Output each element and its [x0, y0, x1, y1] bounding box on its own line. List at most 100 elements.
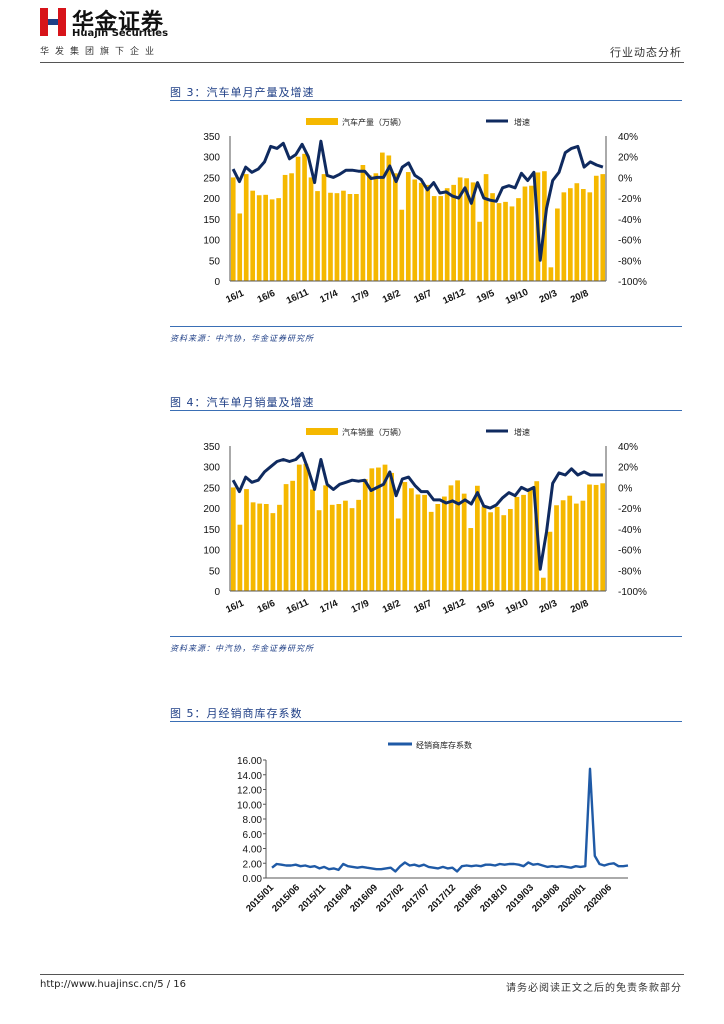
fig3-bar	[457, 177, 463, 281]
fig5-y-tick-label: 14.00	[237, 771, 262, 782]
fig3-bar	[250, 190, 256, 281]
fig4-x-tick-label: 19/5	[475, 598, 497, 616]
fig3-left-tick-label: 150	[203, 215, 220, 226]
fig3-left-tick-label: 50	[209, 256, 221, 267]
fig4-bar	[580, 500, 586, 591]
fig3-bar	[555, 208, 560, 281]
fig5-x-tick-label: 2015/06	[270, 882, 302, 914]
fig4-right-tick-label: 40%	[618, 442, 638, 453]
fig3-bar	[431, 196, 437, 281]
fig4-bar	[501, 515, 507, 591]
fig3-left-tick-label: 350	[203, 132, 220, 143]
fig4-legend-line-label: 增速	[514, 427, 530, 437]
fig4-left-tick-label: 0	[214, 587, 220, 598]
brand-name-en: Huajin Securities	[72, 28, 169, 39]
fig4-bar	[349, 508, 355, 591]
fig3-bar	[256, 195, 262, 281]
figure-4-source-rule	[170, 636, 682, 637]
fig4-x-tick-label: 20/8	[569, 598, 590, 616]
fig4-bar	[303, 463, 309, 591]
fig4-legend-bar-swatch	[306, 428, 338, 435]
fig4-bar	[560, 500, 566, 591]
fig5-y-tick-label: 2.00	[243, 859, 263, 870]
fig3-right-tick-label: 20%	[618, 153, 638, 164]
fig4-x-tick-label: 20/3	[538, 598, 559, 616]
brand-name-cn: 华金证券	[72, 10, 165, 35]
fig4-x-tick-label: 17/9	[350, 598, 371, 616]
fig4-bar	[290, 480, 296, 591]
fig4-bar	[402, 482, 408, 591]
fig5-y-tick-label: 16.00	[237, 756, 262, 767]
fig3-x-tick-label: 20/3	[538, 288, 559, 306]
company-logo	[40, 8, 66, 36]
fig4-bar	[442, 496, 447, 591]
fig3-bar	[464, 178, 469, 281]
fig3-x-tick-label: 16/1	[224, 288, 246, 306]
fig3-bar	[354, 194, 359, 281]
fig3-x-tick-label: 17/9	[350, 288, 371, 306]
fig4-right-tick-label: -80%	[618, 566, 641, 577]
fig4-bar	[343, 500, 348, 591]
fig4-bar	[422, 494, 427, 591]
fig4-bar	[547, 531, 553, 591]
fig3-bar	[503, 201, 508, 281]
fig4-bar	[316, 510, 322, 591]
fig4-bar	[428, 511, 434, 591]
fig3-right-tick-label: -40%	[618, 215, 641, 226]
fig3-bar	[295, 156, 301, 281]
fig3-bar	[490, 193, 495, 281]
fig4-bar	[540, 577, 546, 591]
fig4-right-tick-label: -20%	[618, 504, 641, 515]
fig4-bar	[461, 493, 467, 591]
fig3-bar	[516, 198, 521, 281]
fig4-right-tick-label: 20%	[618, 463, 638, 474]
fig3-bar	[341, 190, 346, 281]
fig5-x-tick-label: 2017/02	[374, 882, 406, 914]
fig3-bar	[444, 188, 450, 281]
fig3-bar	[522, 186, 528, 281]
fig3-right-tick-label: -100%	[618, 277, 647, 288]
fig3-bar	[282, 174, 288, 281]
fig3-x-tick-label: 18/12	[441, 287, 467, 307]
fig3-right-tick-label: -60%	[618, 236, 641, 247]
fig3-bar	[386, 155, 392, 281]
fig4-bar	[468, 528, 474, 591]
fig5-y-tick-label: 12.00	[237, 786, 262, 797]
fig4-right-tick-label: -40%	[618, 525, 641, 536]
fig4-right-tick-label: 0%	[618, 483, 633, 494]
fig4-bar	[389, 472, 394, 591]
fig4-bar	[277, 504, 282, 591]
fig3-x-tick-label: 19/5	[475, 288, 497, 306]
fig3-legend-bar-swatch	[306, 118, 338, 125]
fig4-bar	[455, 480, 460, 591]
fig5-y-tick-label: 10.00	[237, 800, 262, 811]
footer-url[interactable]: http://www.huajinsc.cn/5 / 16	[40, 979, 187, 990]
fig4-x-tick-label: 18/12	[441, 597, 467, 617]
fig3-bar	[315, 191, 320, 281]
fig4-bar	[356, 499, 362, 591]
fig4-bar	[521, 494, 526, 591]
fig4-bar	[257, 503, 263, 591]
fig4-bar	[296, 464, 302, 591]
fig4-bar	[263, 504, 269, 591]
fig3-bar	[483, 174, 489, 281]
fig3-bar	[289, 173, 294, 281]
fig3-growth-line	[231, 139, 604, 262]
fig3-right-tick-label: -20%	[618, 194, 641, 205]
fig3-right-tick-label: 40%	[618, 132, 638, 143]
fig4-bar	[369, 468, 375, 591]
fig4-x-tick-label: 16/11	[285, 597, 311, 617]
fig5-x-tick-label: 2017/12	[426, 882, 458, 914]
fig4-bar	[587, 484, 592, 591]
fig3-bar	[568, 188, 573, 281]
fig4-left-tick-label: 300	[203, 463, 220, 474]
fig5-x-tick-label: 2020/06	[582, 882, 614, 914]
fig3-bar	[367, 175, 372, 281]
fig4-right-tick-label: -100%	[618, 587, 647, 598]
fig3-bar	[392, 173, 398, 281]
fig4-bar	[270, 513, 276, 591]
fig4-bar	[481, 506, 487, 591]
fig4-bar	[554, 505, 559, 591]
fig3-bar	[302, 153, 307, 281]
fig4-legend-bar-label: 汽车销量（万辆）	[342, 427, 406, 437]
